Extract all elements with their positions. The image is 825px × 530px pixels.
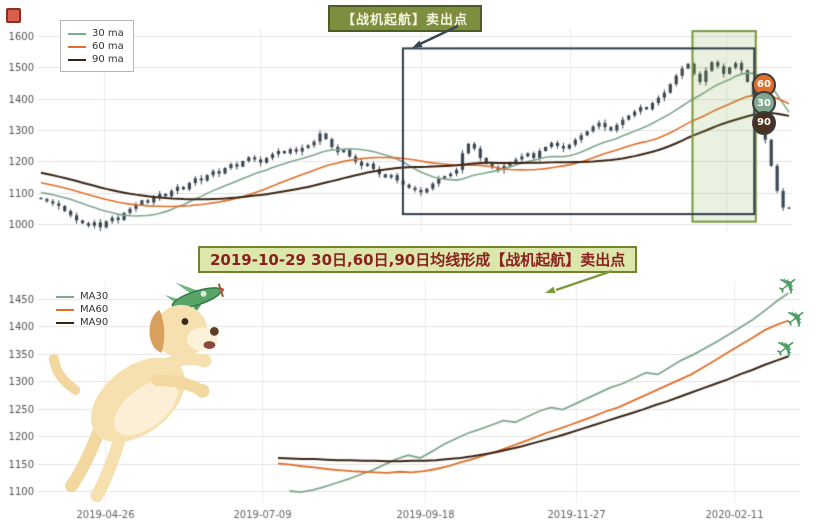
bottom-annotation-banner: 2019-10-29 30日,60日,90日均线形成【战机起航】卖出点 (198, 246, 638, 273)
legend-item-30ma: 30 ma (68, 28, 124, 39)
dog-body (48, 304, 219, 503)
legend-label: 30 ma (92, 28, 124, 39)
legend-item-ma90: MA90 (56, 317, 108, 328)
ma30-swatch (56, 295, 74, 298)
legend-item-90ma: 90 ma (68, 54, 124, 65)
legend-label: MA60 (80, 304, 109, 315)
legend-label: MA90 (80, 317, 109, 328)
legend-label: MA30 (80, 291, 109, 302)
ma60-swatch (68, 45, 86, 48)
legend-label: 90 ma (92, 54, 124, 65)
legend-item-ma60: MA60 (56, 304, 108, 315)
legend-label: 60 ma (92, 41, 124, 52)
ma30-swatch (68, 32, 86, 35)
legend-item-ma30: MA30 (56, 291, 108, 302)
legend-item-60ma: 60 ma (68, 41, 124, 52)
top-chart-legend: 30 ma 60 ma 90 ma (60, 20, 134, 72)
ma90-swatch (56, 321, 74, 324)
bottom-chart-legend: MA30 MA60 MA90 (52, 287, 112, 332)
dog-illustration (48, 282, 224, 503)
ma90-swatch (68, 58, 86, 61)
ma90-value-badge: 90 (752, 110, 776, 135)
logo-icon (6, 8, 21, 23)
top-annotation-banner: 【战机起航】卖出点 (328, 5, 483, 32)
ma60-swatch (56, 308, 74, 311)
